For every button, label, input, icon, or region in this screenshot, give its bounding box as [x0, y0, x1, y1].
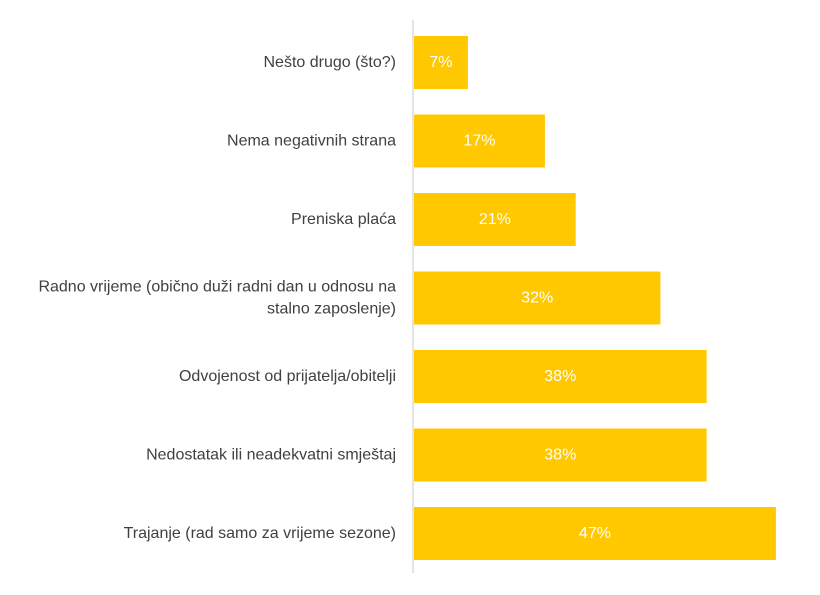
data-label: 32% — [521, 290, 553, 307]
category-label: Nedostatak ili neadekvatni smještaj — [146, 447, 396, 464]
value-labels-group: 7% 17% 21% 32% 38% 38% 47% — [429, 54, 611, 542]
category-label-line: Radno vrijeme (obično duži radni dan u o… — [38, 279, 396, 296]
category-label-line: Odvojenost od prijatelja/obitelji — [179, 368, 396, 385]
data-label: 38% — [544, 368, 576, 385]
category-label-line: stalno zaposlenje) — [267, 301, 396, 318]
data-label: 47% — [579, 525, 611, 542]
bar — [414, 507, 776, 560]
bars-group — [414, 36, 776, 560]
bar — [414, 350, 707, 403]
bar — [414, 193, 576, 246]
category-label-line: Nema negativnih strana — [227, 133, 396, 150]
category-label: Odvojenost od prijatelja/obitelji — [179, 368, 396, 385]
category-label: Preniska plaća — [291, 211, 396, 228]
category-label: Trajanje (rad samo za vrijeme sezone) — [124, 525, 396, 542]
category-label: Nešto drugo (što?) — [263, 54, 396, 71]
category-label-line: Preniska plaća — [291, 211, 396, 228]
data-label: 7% — [429, 54, 452, 71]
category-label: Radno vrijeme (obično duži radni dan u o… — [38, 279, 396, 318]
category-label-line: Trajanje (rad samo za vrijeme sezone) — [124, 525, 396, 542]
bar — [414, 36, 468, 89]
category-label-line: Nedostatak ili neadekvatni smještaj — [146, 447, 396, 464]
bar — [414, 271, 661, 325]
bar — [414, 428, 707, 482]
bar — [414, 114, 545, 168]
category-label-line: Nešto drugo (što?) — [263, 54, 396, 71]
data-label: 38% — [544, 447, 576, 464]
data-label: 21% — [479, 211, 511, 228]
category-labels-group: Nešto drugo (što?) Nema negativnih strana… — [38, 54, 396, 542]
category-label: Nema negativnih strana — [227, 133, 396, 150]
data-label: 17% — [463, 133, 495, 150]
